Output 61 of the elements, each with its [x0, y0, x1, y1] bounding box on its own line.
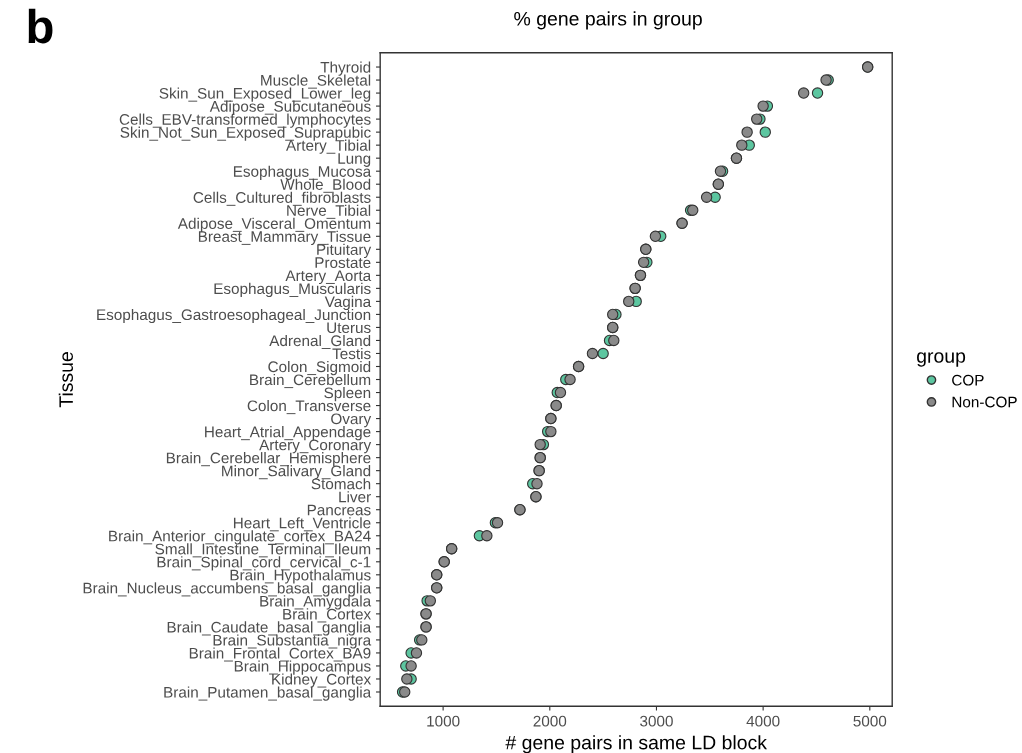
y-tick-label: Heart_Atrial_Appendage: [205, 426, 371, 441]
y-tick-label: Esophagus_Gastroesophageal_Junction: [97, 308, 371, 324]
y-tick-label: Brain_Hypothalamus: [230, 569, 371, 584]
y-tick-label: Skin_Not_Sun_Exposed_Suprapubic: [120, 126, 371, 141]
y-tick-label: Brain_Putamen_basal_ganglia: [164, 686, 372, 701]
y-tick-label: Lung: [338, 153, 371, 167]
y-tick-label: Skin_Sun_Exposed_Lower_leg: [159, 87, 371, 102]
y-tick-label: Minor_Salivary_Gland: [222, 465, 371, 480]
y-tick-label: Uterus: [327, 322, 371, 334]
x-axis-title: # gene pairs in same LD block: [505, 735, 768, 753]
x-tick-label: 5000: [853, 715, 887, 727]
chart-title: % gene pairs in group: [514, 11, 702, 30]
y-tick-label: Vagina: [324, 295, 372, 311]
y-tick-label: Brain_Cerebellar_Hemisphere: [166, 452, 371, 467]
y-tick-label: Spleen: [324, 387, 371, 402]
x-tick-label: 2000: [533, 715, 567, 727]
x-tick-label: 4000: [746, 715, 780, 727]
text: b: [28, 8, 53, 44]
y-tick-label: Brain_Nucleus_accumbens_basal_ganglia: [83, 582, 372, 597]
y-tick-label: Artery_Aorta: [285, 270, 372, 285]
y-tick-label: Artery_Tibial: [286, 139, 371, 154]
y-tick-label: Pituitary: [317, 243, 372, 259]
y-tick-label: Prostate: [315, 257, 371, 269]
y-tick-label: Thyroid: [320, 61, 371, 76]
y-tick-label: Kidney_Cortex: [272, 673, 371, 688]
y-tick-label: Breast_Mammary_Tissue: [198, 230, 371, 245]
y-tick-label: Cells_Cultured_fibroblasts: [193, 191, 371, 206]
y-tick-label: Adrenal_Gland: [269, 334, 371, 350]
y-tick-label: Testis: [332, 347, 371, 360]
y-tick-label: Ovary: [331, 413, 372, 428]
y-tick-label: Muscle_Skeletal: [261, 74, 371, 89]
y-tick-label: Small_Intestine_Terminal_Ileum: [155, 543, 371, 558]
y-tick-label: Brain_Anterior_cingulate_cortex_BA24: [109, 530, 371, 545]
y-tick-label: Colon_Sigmoid: [268, 360, 371, 376]
y-tick-label: Brain_Frontal_Cortex_BA9: [189, 647, 371, 662]
y-tick-label: Adipose_Visceral_Omentum: [177, 217, 371, 232]
y-tick-label: Whole_Blood: [280, 178, 371, 193]
y-tick-label: Brain_Amygdala: [260, 595, 372, 610]
y-tick-label: Stomach: [311, 478, 371, 490]
y-tick-label: Brain_Caudate_basal_ganglia: [167, 621, 372, 636]
y-tick-label: Nerve_Tibial: [287, 204, 371, 219]
y-tick-label: Liver: [339, 491, 371, 503]
y-tick-label: Brain_Substantia_nigra: [213, 634, 372, 649]
y-tick-label: Heart_Left_Ventricle: [233, 517, 371, 532]
legend-title: group: [917, 352, 966, 367]
y-tick-label: Brain_Cortex: [283, 608, 371, 623]
y-tick-label: Cells_EBV-transformed_lymphocytes: [119, 113, 371, 128]
y-tick-label: Pancreas: [307, 504, 371, 516]
x-tick-label: 1000: [427, 715, 460, 727]
x-tick-label: 3000: [640, 715, 673, 727]
y-tick-label: Brain_Hippocampus: [234, 660, 371, 675]
y-tick-label: Colon_Transverse: [247, 400, 371, 415]
y-tick-label: Brain_Cerebellum: [250, 373, 371, 389]
y-tick-label: Artery_Coronary: [259, 439, 372, 454]
legend-label: COP: [952, 374, 984, 386]
y-tick-label: Esophagus_Muscularis: [214, 282, 371, 298]
y-tick-label: Brain_Spinal_cord_cervical_c-1: [157, 556, 371, 571]
y-tick-label: Adipose_Subcutaneous: [209, 100, 371, 115]
y-axis-title: Tissue: [58, 352, 73, 408]
legend-label: Non-COP: [952, 396, 1017, 408]
y-tick-label: Esophagus_Mucosa: [233, 165, 372, 180]
